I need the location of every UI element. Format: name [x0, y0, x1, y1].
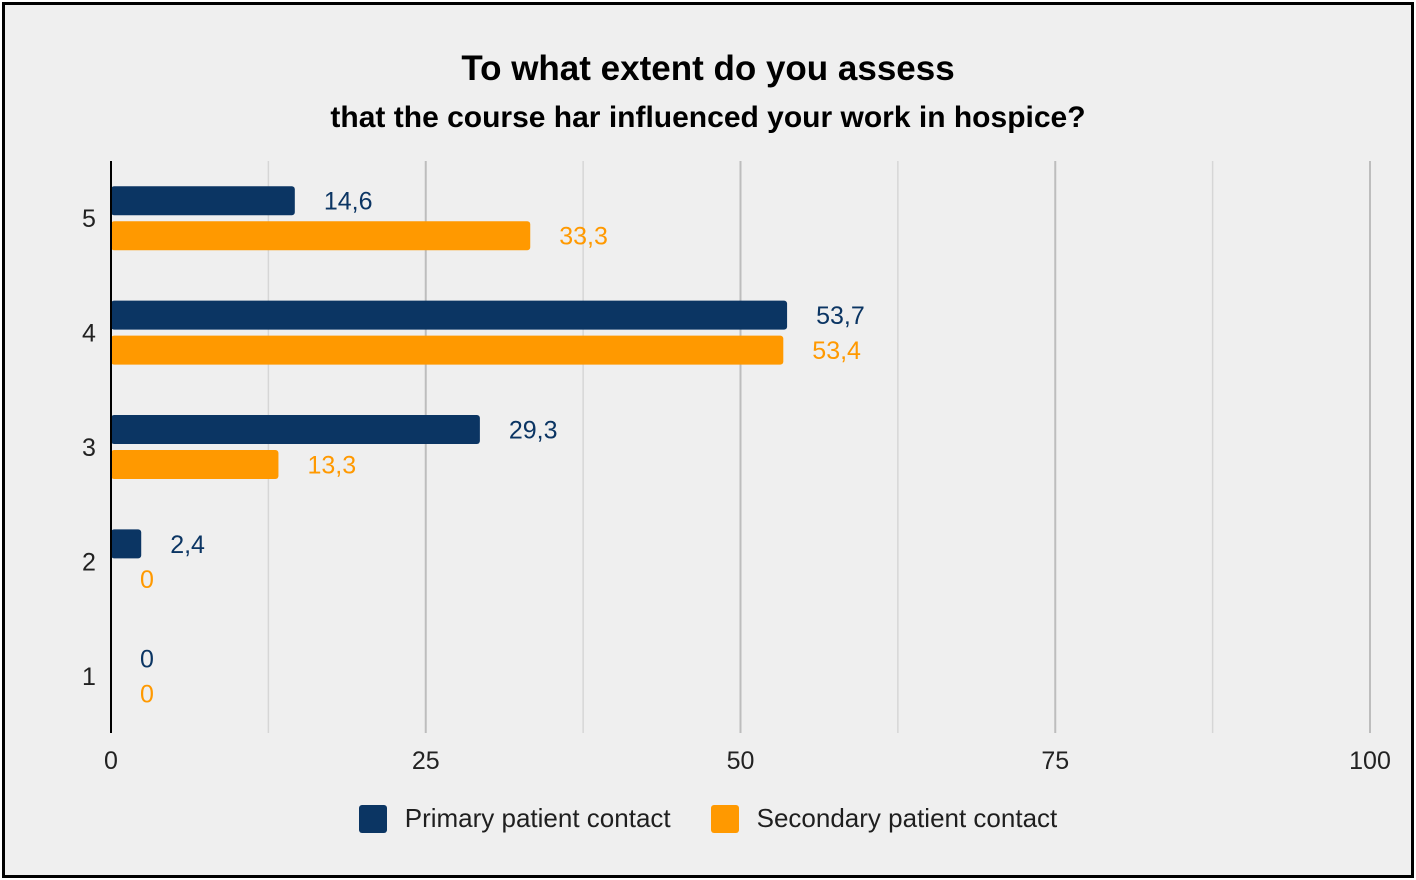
data-label-secondary: 33,3 — [559, 223, 608, 251]
bar-primary — [111, 415, 480, 444]
legend-swatch-secondary — [710, 804, 739, 833]
x-tick-label: 25 — [412, 747, 440, 775]
legend-item-primary: Primary patient contact — [358, 803, 671, 834]
y-tick-label: 3 — [82, 434, 96, 462]
data-label-secondary: 0 — [140, 680, 154, 708]
y-tick-label: 4 — [82, 320, 96, 348]
legend-label-secondary: Secondary patient contact — [756, 803, 1058, 833]
y-tick-label: 2 — [82, 548, 96, 576]
chart-title: To what extent do you assess — [461, 49, 955, 88]
data-label-primary: 14,6 — [324, 188, 373, 216]
x-tick-label: 100 — [1349, 747, 1391, 775]
y-tick-label: 5 — [82, 205, 96, 233]
data-label-secondary: 53,4 — [812, 337, 861, 365]
data-label-primary: 0 — [140, 645, 154, 673]
data-label-secondary: 13,3 — [307, 452, 356, 480]
bar-secondary — [111, 221, 531, 251]
data-label-secondary: 0 — [140, 566, 154, 594]
data-label-primary: 2,4 — [170, 531, 205, 559]
bar-primary — [111, 186, 295, 216]
bar-chart: 0 25 50 75 100514,633,3453,753,4329,313,322,… — [82, 161, 1391, 775]
legend-item-secondary: Secondary patient contact — [710, 803, 1058, 834]
x-tick-label: 50 — [727, 747, 755, 775]
data-label-primary: 53,7 — [816, 302, 865, 330]
x-tick-label: 0 — [104, 747, 118, 775]
bar-secondary — [111, 335, 784, 365]
bar-primary — [111, 529, 142, 559]
data-label-primary: 29,3 — [509, 417, 558, 445]
x-tick-label: 75 — [1041, 747, 1069, 775]
y-tick-label: 1 — [82, 663, 96, 691]
legend-label-primary: Primary patient contact — [404, 803, 671, 833]
bar-primary — [111, 300, 788, 330]
bar-secondary — [111, 450, 279, 479]
chart-subtitle: that the course har influenced your work… — [330, 101, 1086, 134]
legend-swatch-primary — [358, 804, 387, 833]
chart-legend: Primary patient contact Secondary patien… — [5, 803, 1411, 834]
